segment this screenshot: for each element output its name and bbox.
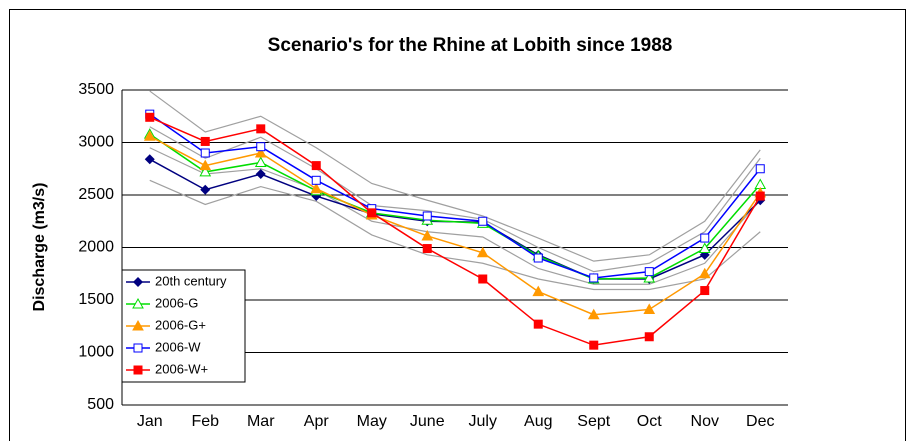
marker [643,303,656,314]
marker [367,208,377,218]
marker [755,164,765,174]
marker [587,308,600,320]
series-line [149,133,761,280]
marker [421,229,434,241]
marker [254,146,267,158]
marker [132,319,144,331]
marker [310,182,323,194]
series [149,147,761,285]
series [149,90,761,262]
marker [200,148,210,158]
y-tick-label: 3000 [78,134,114,151]
legend-label: 2006-W+ [155,361,208,376]
series-line [149,147,761,285]
marker [698,267,711,279]
chart-title: Scenario's for the Rhine at Lobith since… [268,35,673,56]
series-line [149,126,761,273]
x-tick-label: Dec [746,413,774,430]
marker [698,242,711,254]
x-tick-label: July [469,413,497,430]
series-line [149,135,761,316]
series [145,112,765,350]
y-axis-title: Discharge (m3/s) [31,183,48,312]
marker [478,216,488,226]
x-tick-label: Feb [191,413,219,430]
marker [755,191,765,201]
y-tick-label: 2000 [78,239,114,256]
x-tick-label: Aug [524,413,552,430]
marker [533,253,543,263]
marker [132,297,144,309]
marker [643,271,656,283]
marker [133,343,143,353]
marker [700,233,710,243]
marker [199,165,212,177]
x-tick-label: May [357,413,387,430]
marker [200,184,211,195]
legend-label: 2006-G [155,295,198,310]
legend-label: 2006-G+ [155,317,206,332]
series [145,109,765,283]
legend: 20th century 2006-G 2006-G+ 2006-W 2006-W+ [121,269,246,383]
marker [700,286,710,296]
series [149,126,761,273]
marker [476,246,489,258]
x-tick-label: Oct [637,413,662,430]
marker [589,273,599,283]
marker [133,365,143,375]
marker [145,112,155,122]
series-line [149,90,761,262]
marker [143,130,156,141]
series [143,128,767,284]
marker [644,267,654,277]
marker [589,340,599,350]
y-tick-label: 500 [87,396,114,413]
series-line [149,113,761,279]
marker [254,156,267,167]
series [149,179,761,291]
x-tick-label: Apr [304,413,330,430]
y-tick-label: 3500 [78,81,114,98]
x-tick-label: Jan [137,413,163,430]
marker [133,277,143,287]
marker [533,319,543,329]
marker [144,154,155,165]
series [143,130,767,320]
marker [311,161,321,171]
x-tick-label: Sept [577,413,610,430]
marker [199,159,212,171]
legend-label: 20th century [155,273,227,288]
x-tick-label: Mar [247,413,275,430]
marker [422,244,432,254]
series-line [149,116,761,346]
marker [255,169,266,179]
marker [311,175,321,185]
marker [478,274,488,284]
marker [422,211,432,221]
x-tick-label: June [410,413,445,430]
marker [532,285,545,297]
marker [200,136,210,146]
marker [644,332,654,342]
y-tick-label: 2500 [78,186,114,203]
y-tick-label: 1500 [78,291,114,308]
x-tick-label: Nov [691,413,719,430]
y-tick-label: 1000 [78,344,114,361]
legend-label: 2006-W [155,339,201,354]
marker [256,124,266,134]
chart-frame [9,9,906,441]
series-line [149,179,761,291]
marker [256,142,266,152]
